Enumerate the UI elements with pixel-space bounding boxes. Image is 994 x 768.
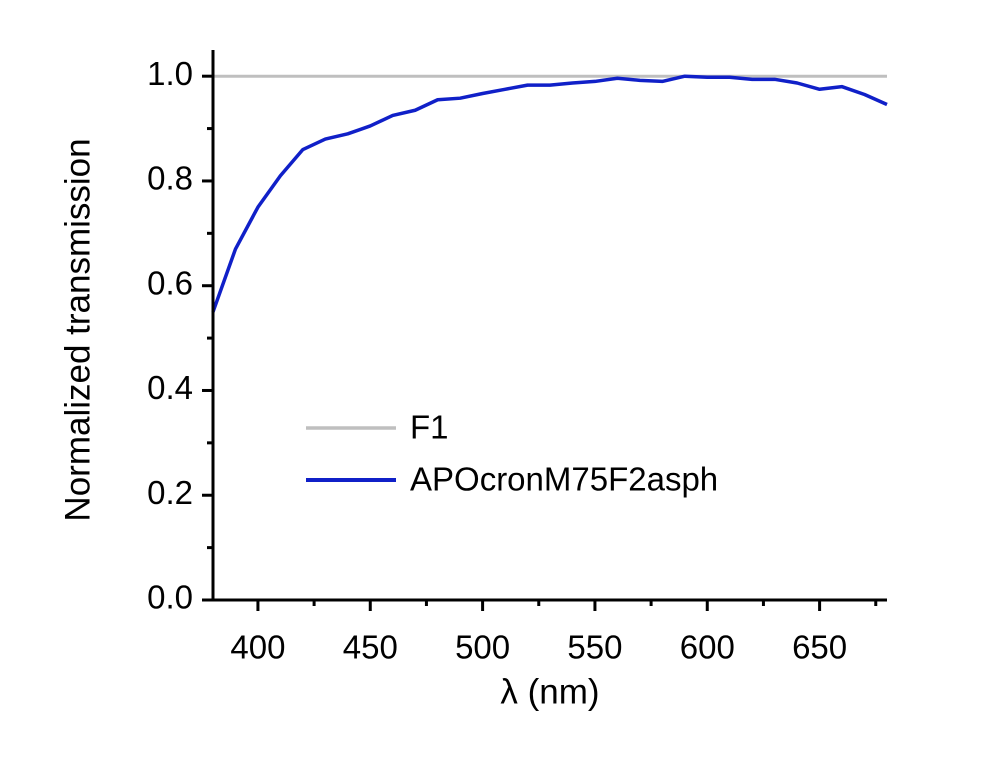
x-tick-label: 450 (343, 629, 398, 666)
y-axis-title: Normalized transmission (58, 138, 97, 521)
series-line (211, 74, 888, 313)
legend-label: APOcronM75F2asph (410, 461, 718, 498)
x-tick-label: 500 (455, 629, 510, 666)
x-tick-label: 400 (230, 629, 285, 666)
y-tick-label: 0.6 (147, 264, 193, 301)
legend-label: F1 (410, 409, 449, 446)
y-tick-label: 0.2 (147, 474, 193, 511)
x-tick-label: 550 (567, 629, 622, 666)
y-tick-label: 0.4 (147, 369, 193, 406)
x-axis-title: λ (nm) (500, 672, 599, 711)
x-tick-label: 600 (680, 629, 735, 666)
x-tick-label: 650 (792, 629, 847, 666)
y-tick-label: 0.0 (147, 579, 193, 616)
y-tick-label: 0.8 (147, 160, 193, 197)
y-tick-label: 1.0 (147, 55, 193, 92)
